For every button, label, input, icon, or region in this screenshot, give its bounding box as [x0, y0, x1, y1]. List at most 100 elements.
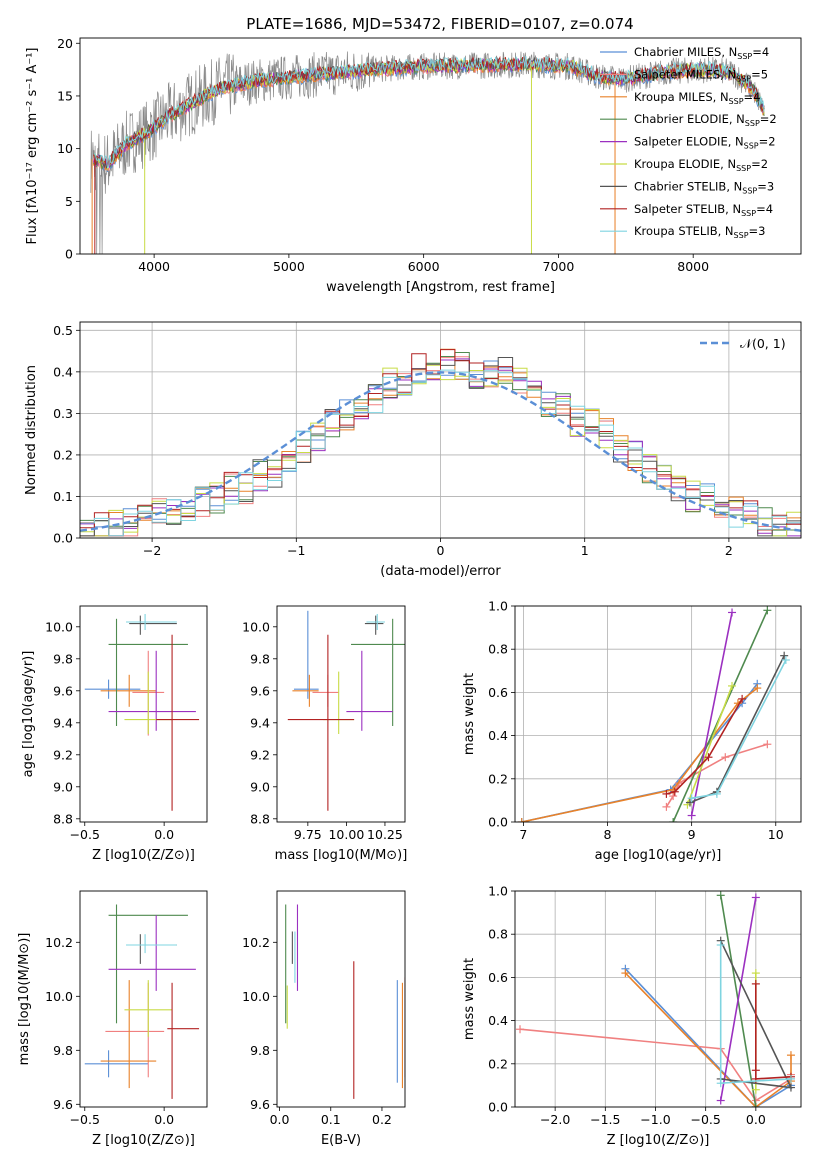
y-tick-label: 9.8 — [53, 1043, 73, 1058]
y-tick-label: 0.0 — [53, 531, 73, 546]
x-axis-label: age [log10(age/yr)] — [595, 848, 722, 863]
y-axis-label: mass [log10(M/M⊙)] — [17, 933, 32, 1066]
y-tick-label: 0.8 — [488, 642, 508, 657]
y-tick-label: 0.2 — [488, 1056, 508, 1071]
spectrum-legend: Chabrier MILES, NSSP=4 Salpeter MILES, NS… — [600, 45, 777, 240]
y-tick-label: 0.2 — [53, 447, 73, 462]
y-tick-label: 9.4 — [250, 715, 270, 730]
plot-area — [517, 606, 790, 822]
x-axis-label: Z [log10(Z/Z⊙)] — [607, 1133, 710, 1148]
y-tick-label: 1.0 — [488, 884, 508, 899]
histogram-step-line — [80, 349, 801, 537]
x-tick-label: 0.0 — [746, 1112, 766, 1127]
axes-frame — [79, 321, 802, 539]
x-tick-label: 0.0 — [154, 827, 174, 842]
x-tick-label: 0.0 — [270, 1112, 290, 1127]
legend-entry-label: 𝒩(0, 1) — [740, 336, 786, 351]
x-tick-label: −0.5 — [690, 1112, 720, 1127]
massweight-series-line — [624, 972, 792, 1107]
y-tick-label: 9.4 — [53, 715, 73, 730]
x-tick-label: −2.0 — [540, 1112, 570, 1127]
x-axis-label: (data-model)/error — [380, 564, 501, 579]
legend-entry-label: Kroupa ELODIE, NSSP=2 — [634, 157, 768, 173]
residual-histogram-panel: −2 −1 0 1 2 0.0 0.1 0.2 0.3 0.4 0.5 (data-model)/er… — [24, 321, 802, 579]
x-tick-label: 9 — [688, 827, 696, 842]
model-spectrum-line — [93, 55, 765, 169]
x-tick-label: 0.0 — [154, 1112, 174, 1127]
legend-entry-label: Salpeter STELIB, NSSP=4 — [634, 202, 773, 218]
plot-area — [80, 348, 801, 537]
y-tick-label: 10.0 — [242, 619, 270, 634]
x-tick-label: −0.5 — [70, 1112, 100, 1127]
legend-entry-label: Kroupa MILES, NSSP=4 — [634, 90, 760, 106]
massweight-series-line — [521, 687, 758, 822]
massweight-series-line — [666, 698, 743, 795]
y-tick-label: 0.4 — [488, 1013, 508, 1028]
y-tick-label: 5 — [65, 194, 73, 209]
massweight-series-line — [719, 897, 757, 1101]
y-tick-label: 10 — [57, 141, 73, 156]
massweight-series-line — [624, 968, 792, 1107]
axes-frame — [514, 605, 802, 823]
y-tick-label: 10.2 — [45, 935, 73, 950]
y-tick-label: 0.4 — [53, 364, 73, 379]
y-tick-label: 10.2 — [242, 935, 270, 950]
y-tick-label: 9.8 — [250, 651, 270, 666]
plot-area — [285, 904, 405, 1099]
y-tick-label: 0.6 — [488, 970, 508, 985]
age-mass-panel: 9.75 10.00 10.25 8.8 9.0 9.2 9.4 9.6 9.8 10.0 mass… — [242, 605, 407, 863]
y-tick-label: 0.5 — [53, 323, 73, 338]
y-tick-label: 9.2 — [53, 747, 73, 762]
x-tick-label: −1.5 — [590, 1112, 620, 1127]
x-tick-label: 10 — [768, 827, 784, 842]
y-tick-label: 9.6 — [250, 1097, 270, 1112]
plot-area — [287, 610, 405, 811]
figure-title: PLATE=1686, MJD=53472, FIBERID=0107, z=0… — [246, 15, 633, 33]
legend-entry-label: Salpeter ELODIE, NSSP=2 — [634, 135, 776, 151]
y-tick-label: 9.6 — [250, 683, 270, 698]
spectrum-panel: 4000 5000 6000 7000 8000 0 5 10 15 20 wavelength [… — [25, 36, 802, 295]
mass-metallicity-panel: −0.5 0.0 9.6 9.8 10.0 10.2 Z [log10(Z/Z⊙)] mass… — [17, 890, 208, 1148]
plot-area — [84, 904, 200, 1099]
y-tick-label: 9.6 — [53, 1097, 73, 1112]
age-metallicity-panel: −0.5 0.0 8.8 9.0 9.2 9.4 9.6 9.8 10.0 Z [log10(Z/… — [21, 605, 208, 863]
massweight-series-line — [690, 612, 733, 816]
y-tick-label: 0.0 — [488, 815, 508, 830]
y-tick-label: 0.6 — [488, 685, 508, 700]
y-tick-label: 9.2 — [250, 747, 270, 762]
axes-frame — [276, 890, 406, 1108]
axes-frame — [79, 605, 208, 823]
y-tick-label: 9.8 — [250, 1043, 270, 1058]
y-axis-label: Normed distribution — [24, 365, 39, 495]
x-tick-label: −2 — [143, 543, 161, 558]
massweight-metallicity-panel: −2.0 −1.5 −1.0 −0.5 0.0 0.0 0.2 0.4 0.6 0.8 1.0 Z [… — [462, 884, 802, 1148]
y-tick-label: 10.0 — [45, 989, 73, 1004]
legend-entry-label: Salpeter MILES, NSSP=5 — [634, 67, 768, 83]
x-tick-label: 7000 — [543, 259, 575, 274]
x-tick-label: 8 — [604, 827, 612, 842]
x-tick-label: 0 — [437, 543, 445, 558]
legend-entry-label: Kroupa STELIB, NSSP=3 — [634, 224, 765, 240]
massweight-series-line — [686, 685, 733, 805]
plot-area — [516, 891, 795, 1107]
axes-frame — [79, 37, 802, 255]
y-tick-label: 9.0 — [53, 779, 73, 794]
y-tick-label: 10.0 — [45, 619, 73, 634]
x-tick-label: 0.1 — [321, 1112, 341, 1127]
axes-frame — [79, 890, 208, 1108]
y-tick-label: 1.0 — [488, 599, 508, 614]
x-tick-label: 4000 — [138, 259, 170, 274]
x-tick-label: −1 — [287, 543, 305, 558]
plot-area — [90, 51, 765, 254]
y-tick-label: 8.8 — [53, 811, 73, 826]
y-axis-label: age [log10(age/yr)] — [21, 651, 36, 778]
y-tick-label: 9.0 — [250, 779, 270, 794]
y-tick-label: 0.4 — [488, 728, 508, 743]
x-tick-label: 1 — [581, 543, 589, 558]
massweight-age-panel: 7 8 9 10 0.0 0.2 0.4 0.6 0.8 1.0 age [log10(age/yr… — [462, 599, 802, 863]
x-tick-label: 10.00 — [328, 827, 364, 842]
y-tick-label: 15 — [57, 88, 73, 103]
legend-entry-label: Chabrier MILES, NSSP=4 — [634, 45, 769, 61]
gaussian-curve — [80, 371, 801, 532]
